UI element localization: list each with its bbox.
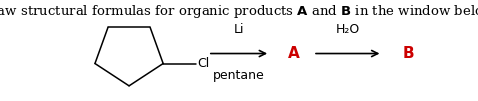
Text: pentane: pentane <box>213 69 265 82</box>
Text: H₂O: H₂O <box>336 23 360 36</box>
Text: A: A <box>288 46 300 61</box>
Text: Cl: Cl <box>197 57 209 70</box>
Text: B: B <box>403 46 414 61</box>
Text: Li: Li <box>234 23 244 36</box>
Text: Draw structural formulas for organic products $\mathbf{A}$ and $\mathbf{B}$ in t: Draw structural formulas for organic pro… <box>0 3 478 20</box>
